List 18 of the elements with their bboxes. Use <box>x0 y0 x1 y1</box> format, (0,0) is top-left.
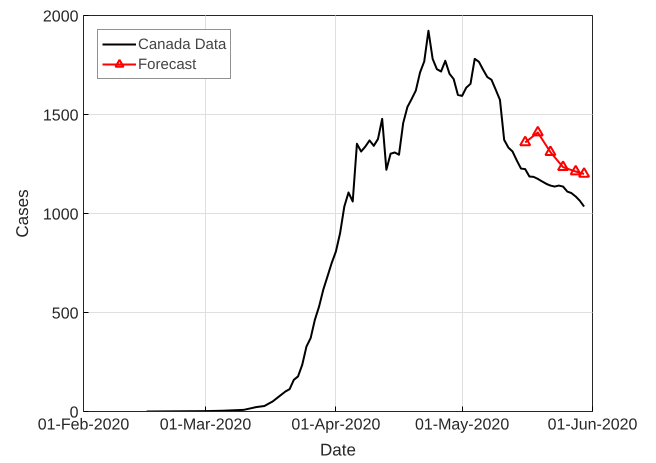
x-tick-label: 01-Mar-2020 <box>160 416 252 434</box>
y-tick-label: 2000 <box>42 8 79 26</box>
y-tick-label: 1000 <box>42 206 79 224</box>
point <box>570 164 582 176</box>
point <box>544 145 556 156</box>
x-tick-label: 01-Jun-2020 <box>548 416 638 434</box>
x-tick-label: 01-Apr-2020 <box>291 416 380 434</box>
x-tick-label: 01-May-2020 <box>414 416 510 434</box>
point <box>519 136 532 146</box>
y-axis-title: Cases <box>12 189 32 238</box>
y-tick-label: 1500 <box>42 108 79 124</box>
point <box>578 167 590 178</box>
point <box>532 126 544 136</box>
x-axis-title: Date <box>320 440 356 460</box>
y-tick-label: 500 <box>52 306 79 322</box>
point <box>557 160 570 172</box>
legend-label: Canada Data <box>138 35 226 53</box>
legend-label: Forecast <box>138 55 196 73</box>
